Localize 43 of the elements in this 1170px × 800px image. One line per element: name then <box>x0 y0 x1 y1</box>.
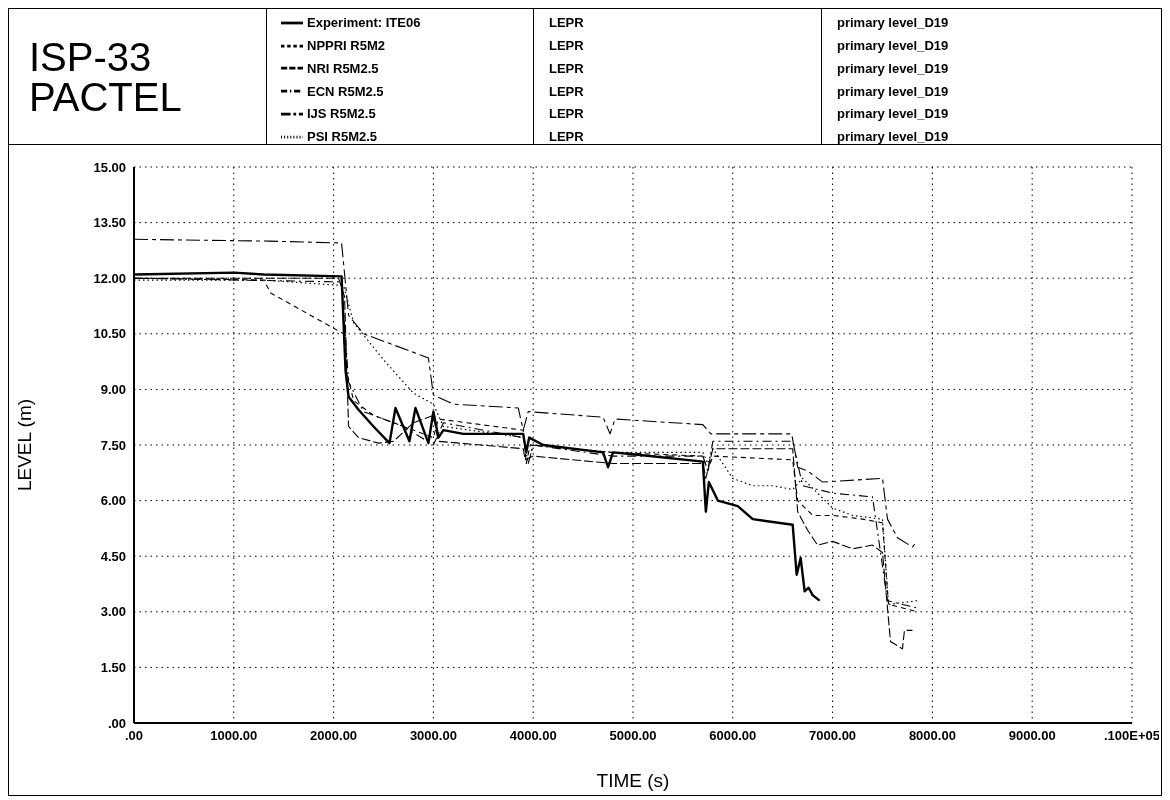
text: LEPR <box>549 59 585 78</box>
y-tick-label: 6.00 <box>100 493 126 509</box>
x-tick-label: 4000.00 <box>509 728 557 744</box>
y-axis-title: LEVEL (m) <box>13 398 35 492</box>
legend-label: ECN R5M2.5 <box>307 82 385 101</box>
x-tick-label: 7000.00 <box>809 728 857 744</box>
legend-label: IJS R5M2.5 <box>307 105 377 124</box>
x-tick-label: 8000.00 <box>908 728 956 744</box>
text: primary level_D19 <box>837 14 950 33</box>
y-tick-label: 7.50 <box>100 437 126 453</box>
text: primary level_D19 <box>837 59 950 78</box>
y-tick-label: 9.00 <box>100 382 126 398</box>
y-tick-label: 10.50 <box>93 326 126 342</box>
y-tick-label: 1.50 <box>100 660 126 676</box>
y-tick-label: .00 <box>107 715 126 731</box>
chart-title: ISP-33 PACTEL <box>29 34 183 119</box>
text: primary level_D19 <box>837 105 950 124</box>
legend-label: NRI R5M2.5 <box>307 59 380 78</box>
y-tick-label: 15.00 <box>93 159 126 175</box>
text: LEPR <box>549 37 585 56</box>
text: LEPR <box>549 14 585 33</box>
x-tick-label: 3000.00 <box>409 728 457 744</box>
y-tick-label: 3.00 <box>100 604 126 620</box>
legend-label: Experiment: ITE06 <box>307 14 422 33</box>
x-tick-label: 5000.00 <box>609 728 657 744</box>
x-axis-title: TIME (s) <box>596 770 670 791</box>
y-tick-label: 4.50 <box>100 548 126 564</box>
text: primary level_D19 <box>837 37 950 56</box>
text: primary level_D19 <box>837 82 950 101</box>
y-tick-label: 12.00 <box>93 270 126 286</box>
x-tick-label: .00 <box>124 728 144 744</box>
x-tick-label: 6000.00 <box>709 728 757 744</box>
x-tick-label: .100E+05 <box>1103 728 1161 744</box>
text: LEPR <box>549 128 585 147</box>
legend-label: NPPRI R5M2 <box>307 37 387 56</box>
text: primary level_D19 <box>837 128 950 147</box>
y-tick-label: 13.50 <box>93 215 126 231</box>
text: LEPR <box>549 82 585 101</box>
legend-label: PSI R5M2.5 <box>307 128 379 147</box>
x-tick-label: 1000.00 <box>210 728 258 744</box>
x-tick-label: 9000.00 <box>1008 728 1056 744</box>
text: LEPR <box>549 105 585 124</box>
x-tick-label: 2000.00 <box>310 728 358 744</box>
